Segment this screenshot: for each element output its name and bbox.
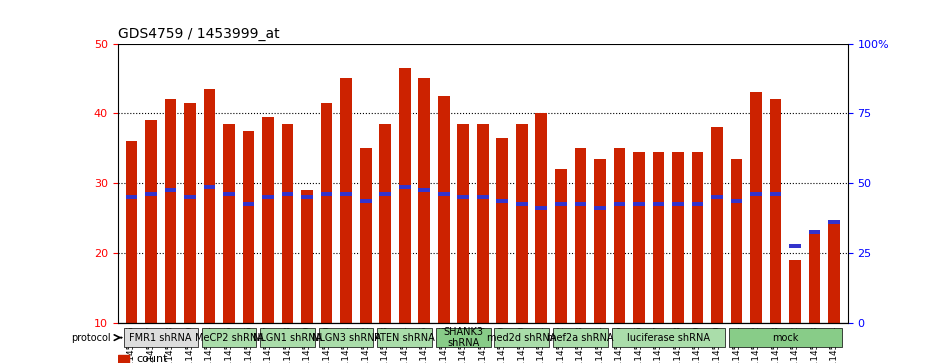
Bar [262, 117, 274, 323]
Bar [516, 124, 528, 323]
Text: med2d shRNA: med2d shRNA [487, 333, 557, 343]
FancyBboxPatch shape [260, 328, 315, 347]
Bar [223, 124, 235, 323]
FancyBboxPatch shape [202, 328, 256, 347]
Text: GDS4759 / 1453999_at: GDS4759 / 1453999_at [118, 27, 280, 41]
Bar [731, 159, 742, 323]
Bar [380, 124, 391, 323]
Bar [750, 93, 762, 323]
Bar [243, 202, 254, 207]
Bar [535, 113, 547, 323]
Bar [282, 124, 293, 323]
Bar [516, 202, 528, 207]
Bar [340, 78, 352, 323]
Bar [633, 202, 644, 207]
FancyBboxPatch shape [318, 328, 373, 347]
Bar [203, 185, 216, 189]
Bar [575, 202, 586, 207]
Bar [653, 202, 664, 207]
Bar [535, 206, 547, 210]
Bar [165, 99, 176, 323]
Text: mef2a shRNA: mef2a shRNA [547, 333, 613, 343]
Bar [125, 142, 138, 323]
Bar [770, 192, 782, 196]
Bar [380, 192, 391, 196]
Text: protocol: protocol [71, 333, 110, 343]
Text: MeCP2 shRNA: MeCP2 shRNA [195, 333, 264, 343]
Bar [613, 202, 625, 207]
Bar [633, 152, 644, 323]
Bar [809, 232, 820, 323]
Bar [184, 103, 196, 323]
Bar [360, 199, 371, 203]
Bar [711, 127, 723, 323]
FancyBboxPatch shape [729, 328, 842, 347]
Bar [613, 148, 625, 323]
Bar [594, 206, 606, 210]
Bar [340, 192, 352, 196]
Bar [321, 192, 333, 196]
Bar [828, 222, 840, 323]
Text: PTEN shRNA: PTEN shRNA [374, 333, 435, 343]
Bar [691, 152, 704, 323]
Bar [301, 190, 313, 323]
Bar [301, 195, 313, 199]
Bar [458, 124, 469, 323]
Text: SHANK3
shRNA: SHANK3 shRNA [444, 327, 483, 348]
Bar [145, 192, 156, 196]
Bar [575, 148, 586, 323]
Bar [118, 355, 129, 363]
Bar [203, 89, 216, 323]
Bar [398, 68, 411, 323]
Bar [809, 230, 820, 234]
FancyBboxPatch shape [495, 328, 549, 347]
FancyBboxPatch shape [553, 328, 608, 347]
Bar [770, 99, 782, 323]
Text: luciferase shRNA: luciferase shRNA [626, 333, 709, 343]
FancyBboxPatch shape [436, 328, 491, 347]
FancyBboxPatch shape [378, 328, 432, 347]
Bar [496, 138, 508, 323]
Bar [477, 195, 489, 199]
Text: NLGN3 shRNA: NLGN3 shRNA [312, 333, 381, 343]
Text: FMR1 shRNA: FMR1 shRNA [129, 333, 192, 343]
Bar [691, 202, 704, 207]
Bar [653, 152, 664, 323]
Bar [711, 195, 723, 199]
Bar [731, 199, 742, 203]
Bar [223, 192, 235, 196]
Bar [555, 169, 567, 323]
Text: mock: mock [772, 333, 799, 343]
Bar [750, 192, 762, 196]
Bar [398, 185, 411, 189]
Bar [360, 148, 371, 323]
Bar [418, 78, 430, 323]
Bar [673, 202, 684, 207]
Bar [418, 188, 430, 192]
Bar [673, 152, 684, 323]
Bar [165, 188, 176, 192]
Bar [145, 121, 156, 323]
FancyBboxPatch shape [611, 328, 724, 347]
Bar [243, 131, 254, 323]
Bar [262, 195, 274, 199]
Bar [282, 192, 293, 196]
Bar [458, 195, 469, 199]
Bar [496, 199, 508, 203]
Bar [789, 244, 801, 248]
Bar [477, 124, 489, 323]
Text: NLGN1 shRNA: NLGN1 shRNA [253, 333, 322, 343]
Bar [594, 159, 606, 323]
FancyBboxPatch shape [123, 328, 198, 347]
Text: count: count [136, 354, 168, 363]
Bar [438, 192, 449, 196]
Bar [438, 96, 449, 323]
Bar [555, 202, 567, 207]
Bar [828, 220, 840, 224]
Bar [125, 195, 138, 199]
Bar [184, 195, 196, 199]
Bar [789, 260, 801, 323]
Bar [321, 103, 333, 323]
